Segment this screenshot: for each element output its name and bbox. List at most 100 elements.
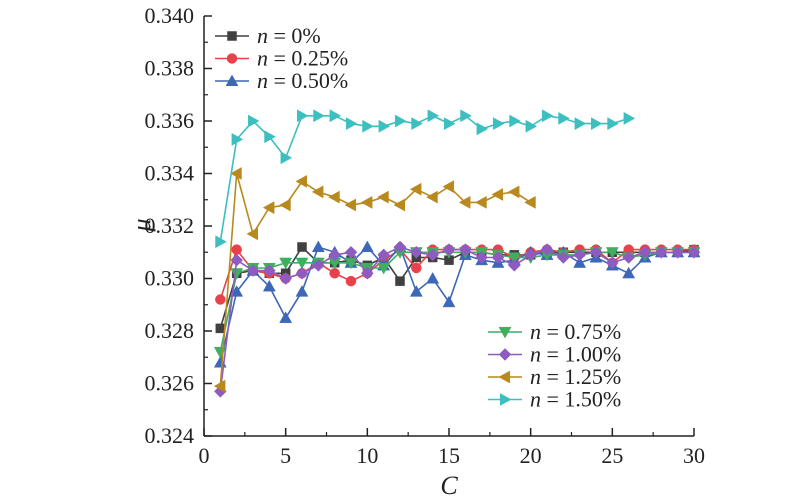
data-point [344,245,358,259]
data-point [475,195,487,209]
legend-marker [498,326,512,339]
legend-label-var: n [257,23,268,48]
legend-label-value: = 0.50% [268,68,348,93]
data-point [215,294,226,305]
data-point [246,227,259,241]
data-point [377,248,391,262]
series-6 [215,109,636,249]
legend-marker [227,31,237,41]
data-point [687,245,701,259]
y-tick-label: 0.334 [145,161,195,186]
legend-label-value: = 0.25% [268,46,348,71]
data-point [589,245,603,259]
data-point [654,245,668,259]
data-point [476,122,489,136]
legend-label: n = 1.25% [530,364,621,389]
legend-marker [498,348,512,361]
data-point [345,275,357,287]
data-point [541,109,554,123]
data-point [427,109,440,123]
data-point [360,195,373,209]
data-point [264,130,276,144]
data-point [213,379,226,393]
y-tick-label: 0.336 [145,108,195,133]
legend-item: n = 1.00% [488,342,621,367]
data-point [409,285,423,297]
data-point [378,119,391,133]
series-line [219,246,694,392]
data-point [411,262,422,274]
data-point [295,257,309,270]
legend-marker [225,74,239,87]
x-tick-label: 20 [520,443,542,468]
data-point [231,132,244,146]
data-point [231,244,242,255]
data-point [246,264,260,277]
data-point [262,264,276,277]
series-line [219,114,629,242]
data-point [360,240,374,253]
y-tick-label: 0.332 [145,213,195,238]
legend-label-var: n [257,46,268,71]
data-point [311,185,324,199]
legend-label-value: = 0.75% [541,319,621,344]
data-point [313,109,325,123]
legend-item: n = 1.25% [488,364,621,389]
x-tick-label: 10 [356,443,378,468]
legend: n = 0%n = 0.25%n = 0.50%n = 0.75%n = 1.0… [215,23,621,412]
data-point [247,114,260,128]
data-point [442,180,455,194]
legend-label-value: = 1.00% [541,342,621,367]
y-tick-label: 0.324 [145,423,195,448]
data-point [574,117,587,131]
legend-item: n = 1.50% [488,387,621,412]
data-point [395,276,405,286]
legend-marker [498,370,511,384]
data-point [328,248,342,262]
x-tick-label: 25 [601,443,623,468]
data-point [409,245,423,259]
data-point [442,295,456,308]
legend-item: n = 0.75% [488,319,621,344]
axes: 0 5 10 15 20 25 30 0.324 0.326 0.328 0.330 0.332 0.3… [145,3,706,468]
data-point [360,266,374,280]
data-point [540,243,554,256]
legend-item: n = 0.50% [215,68,348,93]
data-point [458,195,471,209]
data-point [442,243,456,256]
y-tick-label: 0.340 [145,3,195,28]
data-point [623,111,636,125]
data-point [393,198,406,212]
data-point [605,256,619,270]
y-tick-label: 0.338 [145,56,195,81]
data-point [556,251,570,264]
data-point [295,266,309,280]
data-point [573,256,587,268]
series-line [219,251,694,353]
x-tick-label: 0 [199,443,210,468]
data-point [345,117,358,131]
data-point [426,271,440,284]
series-4 [213,240,701,398]
data-point [558,111,570,125]
data-point [409,182,422,196]
data-point [362,119,374,133]
legend-label: n = 0.50% [257,68,348,93]
data-point [215,235,227,249]
data-point [475,251,489,264]
data-point [311,259,325,272]
data-point [590,117,603,131]
data-point [507,259,521,272]
data-point [492,117,505,131]
data-point [524,195,536,209]
data-point [491,251,505,264]
data-point [279,311,293,323]
legend-marker [499,393,512,406]
data-point [426,190,438,204]
data-point [605,247,619,259]
data-point [262,201,275,215]
data-point [671,245,685,259]
data-point [344,198,357,212]
data-point [329,268,340,279]
